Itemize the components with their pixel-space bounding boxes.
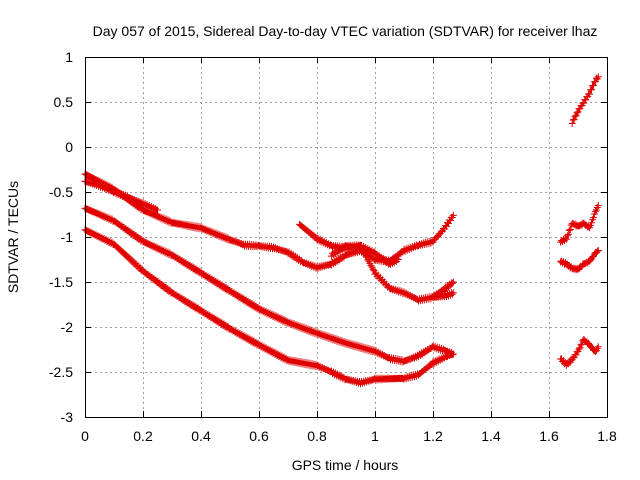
data-point [364, 256, 372, 264]
x-tick-label: 1.4 [481, 428, 501, 444]
data-point [367, 261, 375, 269]
data-point [358, 245, 365, 252]
data-point [448, 290, 456, 298]
data-point [359, 245, 367, 253]
data-points [81, 73, 602, 388]
data-point [590, 214, 597, 222]
y-tick-label: 0.5 [54, 94, 74, 110]
data-point [449, 278, 457, 286]
data-point [588, 86, 595, 94]
data-point [369, 265, 377, 273]
data-point [586, 90, 594, 98]
tick-labels: 0 0.2 0.4 0.6 0.8 1 1.2 1.4 1.6 1.8 1 0.5 0 -0.5 -1 -1.… [49, 49, 617, 444]
data-point [357, 241, 364, 249]
data-point [449, 350, 457, 358]
data-point [562, 235, 570, 243]
data-point [565, 226, 573, 234]
y-tick-label: -1.5 [49, 274, 73, 290]
series-H [557, 202, 602, 246]
data-point [448, 279, 456, 287]
data-point [588, 219, 595, 227]
data-point [593, 345, 601, 352]
data-point [571, 112, 579, 120]
y-tick-label: -1 [61, 229, 74, 245]
data-point [394, 256, 402, 263]
y-tick-label: 0 [65, 139, 73, 155]
y-axis-label: SDTVAR / TECUs [5, 181, 21, 293]
axis-ticks [85, 57, 608, 418]
series-J [568, 73, 602, 127]
series-E [328, 241, 457, 305]
chart-title: Day 057 of 2015, Sidereal Day-to-day VTE… [93, 23, 598, 39]
y-tick-label: -2 [61, 319, 74, 335]
x-tick-label: 0.6 [249, 428, 269, 444]
data-point [570, 115, 578, 123]
data-point [576, 344, 584, 352]
data-point [593, 247, 601, 255]
series-I [557, 247, 602, 274]
data-point [594, 343, 602, 351]
data-point [590, 81, 597, 89]
x-tick-label: 0.2 [133, 428, 153, 444]
data-point [594, 247, 602, 254]
y-tick-label: -0.5 [49, 184, 73, 200]
data-point [362, 252, 370, 260]
data-point [569, 116, 577, 124]
series-D [81, 204, 457, 366]
data-point [575, 345, 583, 353]
x-tick-label: 1.8 [597, 428, 617, 444]
data-point [566, 226, 574, 233]
grid-lines [85, 57, 607, 417]
data-point [563, 232, 571, 240]
series-B [81, 170, 457, 272]
data-point [360, 248, 368, 256]
x-tick-label: 0.8 [307, 428, 327, 444]
x-tick-label: 0.4 [191, 428, 211, 444]
data-point [591, 207, 599, 215]
x-tick-label: 1.2 [423, 428, 443, 444]
y-tick-label: -3 [61, 409, 74, 425]
series-G [81, 226, 457, 388]
x-tick-label: 0 [81, 428, 89, 444]
data-point [449, 211, 457, 219]
x-tick-label: 1.6 [539, 428, 559, 444]
data-point [594, 73, 602, 81]
x-axis-label: GPS time / hours [292, 457, 399, 473]
data-point [568, 120, 576, 127]
data-point [577, 341, 585, 349]
series-K [557, 336, 602, 369]
data-point [564, 230, 572, 238]
series-F [429, 278, 457, 301]
x-tick-label: 1 [371, 428, 379, 444]
data-point [449, 289, 457, 297]
data-point [594, 202, 602, 209]
y-tick-label: 1 [65, 49, 73, 65]
y-tick-label: -2.5 [49, 364, 73, 380]
data-point [573, 109, 581, 117]
